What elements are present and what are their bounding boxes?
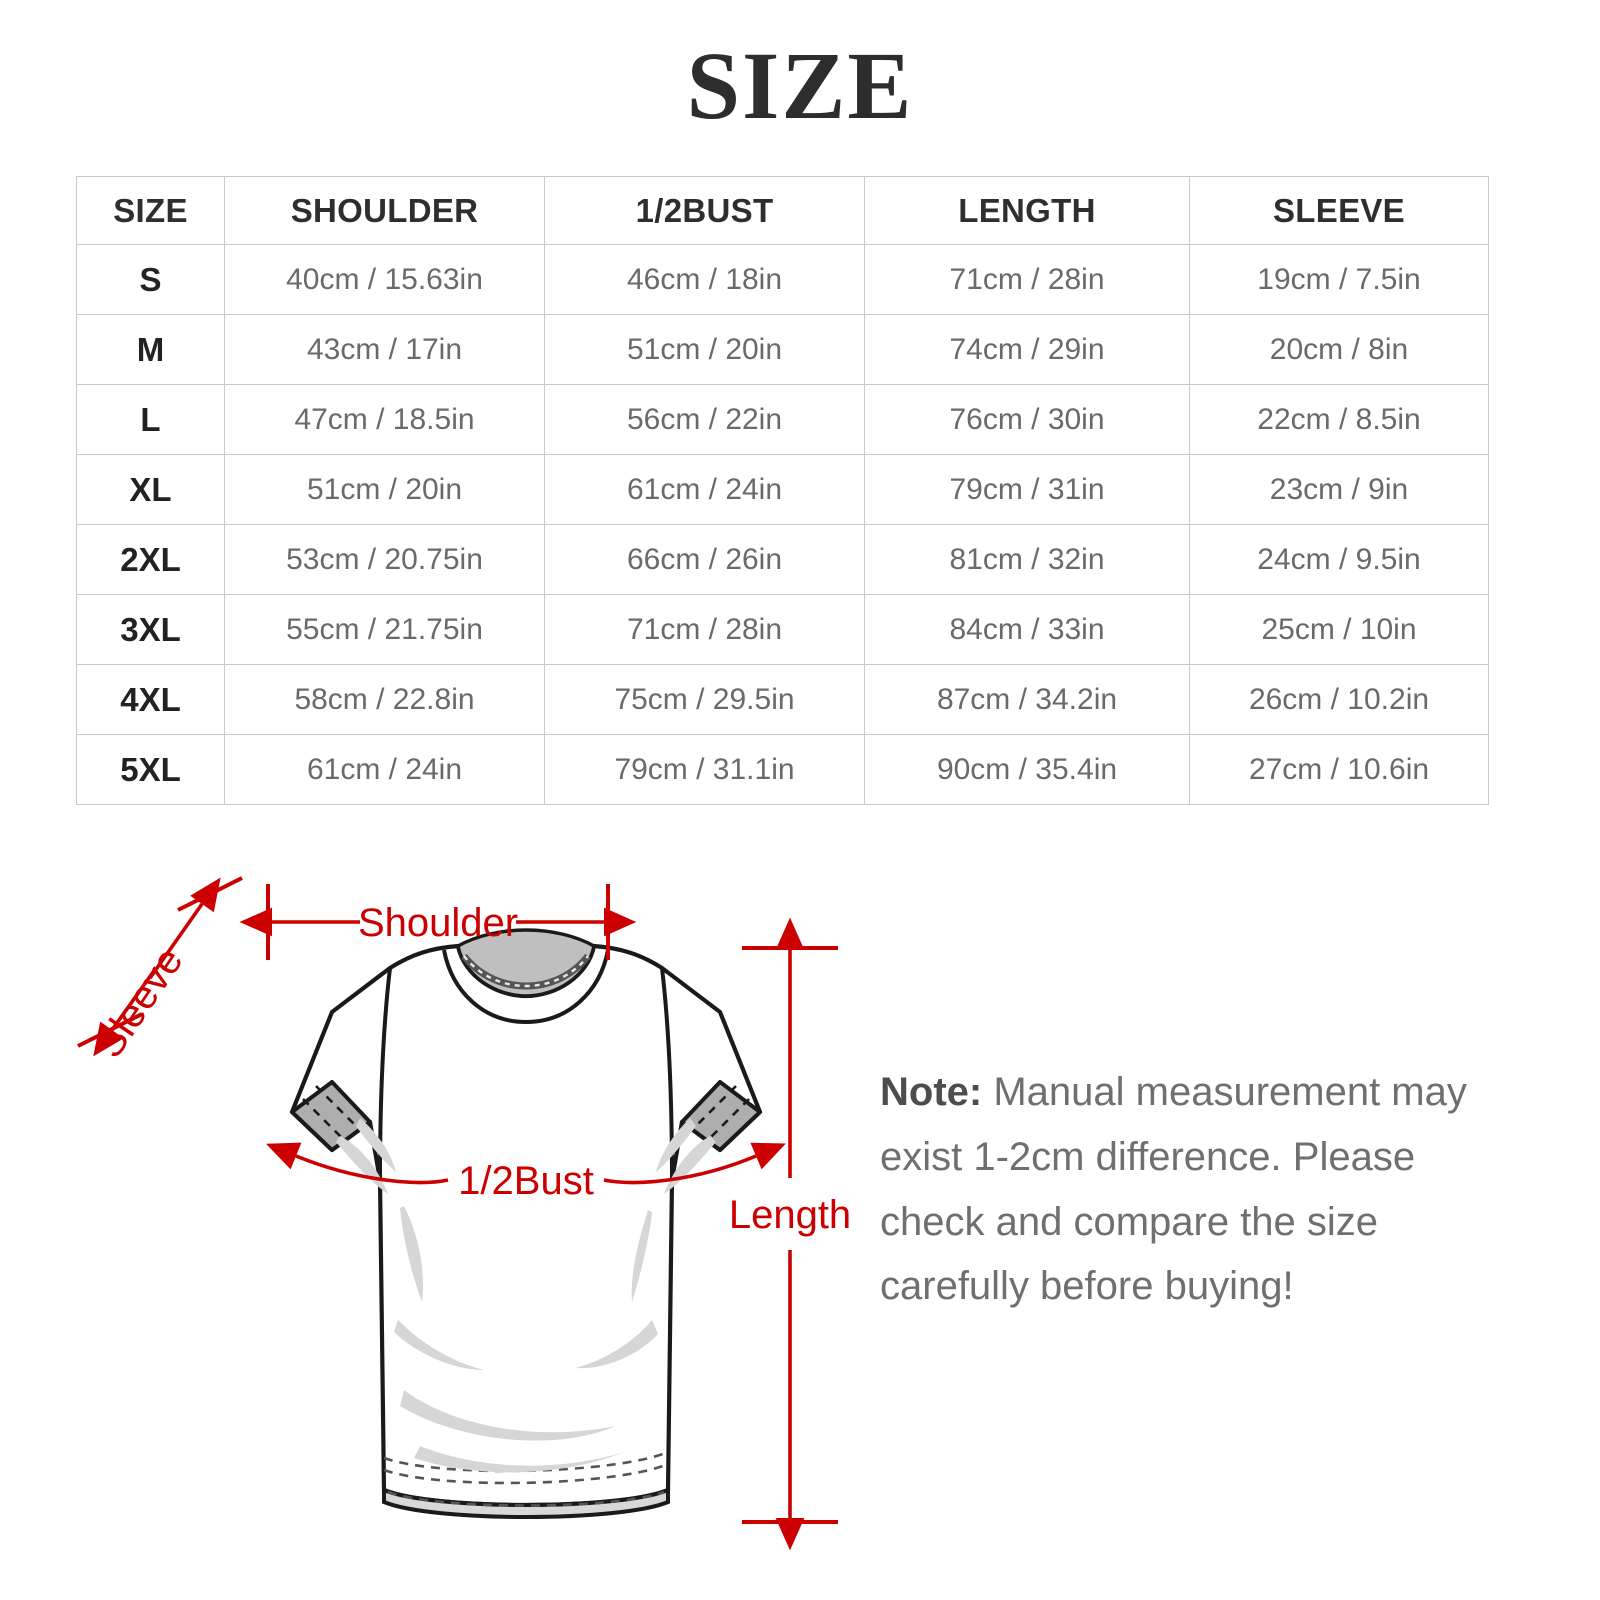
cell-length: 87cm / 34.2in [864, 664, 1190, 735]
fabric-shading [336, 1118, 716, 1473]
bust-label: 1/2Bust [458, 1159, 594, 1203]
cell-bust: 51cm / 20in [544, 314, 865, 385]
cell-sleeve: 27cm / 10.6in [1189, 734, 1489, 805]
cell-size: XL [76, 454, 225, 525]
table-row: 4XL 58cm / 22.8in 75cm / 29.5in 87cm / 3… [76, 664, 1489, 735]
cell-length: 84cm / 33in [864, 594, 1190, 665]
cell-bust: 61cm / 24in [544, 454, 865, 525]
length-label: Length [729, 1193, 851, 1237]
cell-size: M [76, 314, 225, 385]
tshirt-body [289, 928, 763, 1519]
sleeve-stitch-left-a [302, 1098, 343, 1139]
cell-shoulder: 51cm / 20in [224, 454, 545, 525]
sleeve-stitch-right-b [696, 1085, 737, 1126]
cell-sleeve: 25cm / 10in [1189, 594, 1489, 665]
table-row: L 47cm / 18.5in 56cm / 22in 76cm / 30in … [76, 384, 1489, 455]
cell-length: 71cm / 28in [864, 244, 1190, 315]
cell-size: L [76, 384, 225, 455]
shoulder-label: Shoulder [358, 901, 518, 945]
cell-sleeve: 26cm / 10.2in [1189, 664, 1489, 735]
cell-size: 5XL [76, 734, 225, 805]
sleeve-arrow-up [148, 877, 221, 980]
sleeve-dimension: Sleeve [77, 876, 243, 1066]
tshirt-illustration: Shoulder Sleeve 1/2Bust [77, 876, 851, 1551]
cell-bust: 75cm / 29.5in [544, 664, 865, 735]
collar-band-stitch [463, 955, 589, 988]
size-table: SIZE SHOULDER 1/2BUST LENGTH SLEEVE S 40… [76, 176, 1489, 805]
bust-arrow-right [603, 1142, 786, 1185]
length-dimension: Length [729, 917, 851, 1551]
cell-sleeve: 23cm / 9in [1189, 454, 1489, 525]
column-header-sleeve: SLEEVE [1189, 176, 1489, 245]
sleeve-arrow-down [93, 966, 158, 1057]
cell-sleeve: 19cm / 7.5in [1189, 244, 1489, 315]
sleeve-cuff-right [680, 1080, 762, 1152]
cell-size: S [76, 244, 225, 315]
note-label: Note: [880, 1070, 983, 1114]
table-row: 2XL 53cm / 20.75in 66cm / 26in 81cm / 32… [76, 524, 1489, 595]
sleeve-label: Sleeve [87, 940, 192, 1066]
cell-shoulder: 40cm / 15.63in [224, 244, 545, 315]
cell-shoulder: 43cm / 17in [224, 314, 545, 385]
hem-stitch-outer-a [383, 1462, 669, 1485]
cell-sleeve: 20cm / 8in [1189, 314, 1489, 385]
garment-diagram: Shoulder Sleeve 1/2Bust [0, 830, 1600, 1600]
shoulder-dimension: Shoulder [239, 884, 637, 960]
table-row: 3XL 55cm / 21.75in 71cm / 28in 84cm / 33… [76, 594, 1489, 665]
table-row: XL 51cm / 20in 61cm / 24in 79cm / 31in 2… [76, 454, 1489, 525]
note-text: Note: Manual measurement may exist 1-2cm… [880, 1060, 1520, 1319]
table-header-row: SIZE SHOULDER 1/2BUST LENGTH SLEEVE [76, 176, 1489, 245]
cell-shoulder: 53cm / 20.75in [224, 524, 545, 595]
cell-bust: 56cm / 22in [544, 384, 865, 455]
cell-shoulder: 58cm / 22.8in [224, 664, 545, 735]
cell-sleeve: 24cm / 9.5in [1189, 524, 1489, 595]
table-row: S 40cm / 15.63in 46cm / 18in 71cm / 28in… [76, 244, 1489, 315]
note-body: Manual measurement may exist 1-2cm diffe… [880, 1070, 1467, 1309]
cell-bust: 46cm / 18in [544, 244, 865, 315]
shirt-outline [289, 943, 763, 1508]
cell-size: 3XL [76, 594, 225, 665]
column-header-length: LENGTH [864, 176, 1190, 245]
column-header-bust: 1/2BUST [544, 176, 865, 245]
bust-arrow-left [265, 1142, 449, 1185]
cell-length: 90cm / 35.4in [864, 734, 1190, 805]
cell-size: 2XL [76, 524, 225, 595]
cell-size: 4XL [76, 664, 225, 735]
cell-length: 76cm / 30in [864, 384, 1190, 455]
bust-dimension: 1/2Bust [265, 1142, 786, 1203]
table-row: 5XL 61cm / 24in 79cm / 31.1in 90cm / 35.… [76, 734, 1489, 805]
cell-length: 79cm / 31in [864, 454, 1190, 525]
collar-outline [442, 949, 610, 1025]
cell-shoulder: 47cm / 18.5in [224, 384, 545, 455]
cell-shoulder: 61cm / 24in [224, 734, 545, 805]
sleeve-tick-top [177, 876, 243, 912]
cell-shoulder: 55cm / 21.75in [224, 594, 545, 665]
cell-length: 81cm / 32in [864, 524, 1190, 595]
cell-bust: 79cm / 31.1in [544, 734, 865, 805]
cell-bust: 66cm / 26in [544, 524, 865, 595]
cell-bust: 71cm / 28in [544, 594, 865, 665]
sleeve-cuff-left [290, 1080, 372, 1152]
table-row: M 43cm / 17in 51cm / 20in 74cm / 29in 20… [76, 314, 1489, 385]
cell-sleeve: 22cm / 8.5in [1189, 384, 1489, 455]
cell-length: 74cm / 29in [864, 314, 1190, 385]
page-title: SIZE [686, 32, 914, 139]
column-header-size: SIZE [76, 176, 225, 245]
sleeve-stitch-left-b [315, 1085, 356, 1126]
sleeve-stitch-right-a [709, 1098, 750, 1139]
column-header-shoulder: SHOULDER [224, 176, 545, 245]
